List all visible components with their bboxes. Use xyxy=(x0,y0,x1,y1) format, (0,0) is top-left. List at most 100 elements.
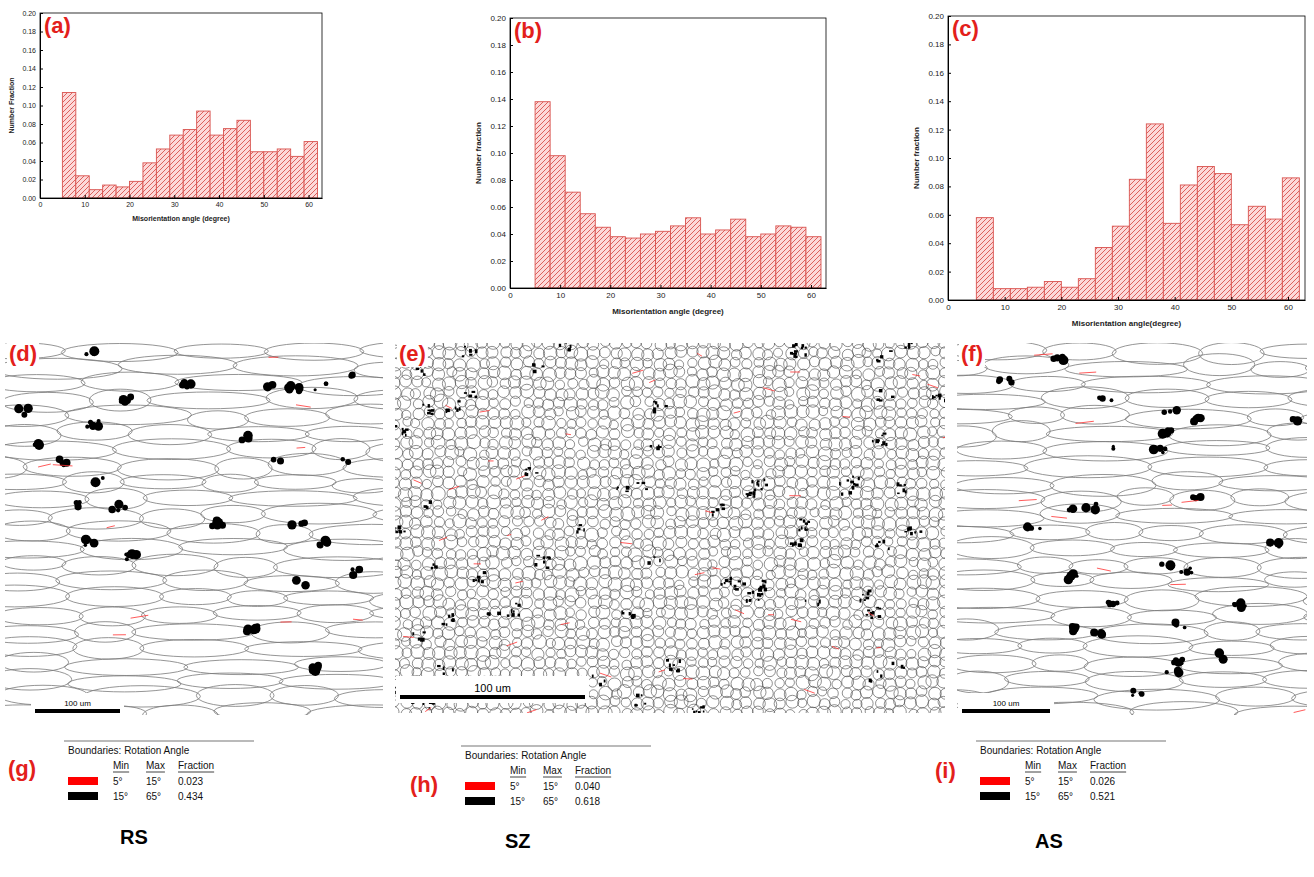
grain-boundary xyxy=(395,506,401,520)
tick-label: 20 xyxy=(1057,303,1066,312)
tick-label: 60 xyxy=(807,291,816,300)
tick: 0.16 xyxy=(490,68,513,77)
grain-boundary xyxy=(431,435,445,449)
grain-boundary xyxy=(167,523,260,543)
tick-label: 0.04 xyxy=(22,158,36,165)
tick: 0.12 xyxy=(928,126,951,135)
grain-boundary xyxy=(667,506,676,515)
grain-boundary xyxy=(885,507,895,517)
precipitate xyxy=(324,381,329,386)
grain-boundary xyxy=(655,378,665,388)
grain-boundary xyxy=(895,497,908,510)
grain-boundary xyxy=(373,506,383,524)
grain-boundary xyxy=(698,437,708,447)
grain-boundary xyxy=(640,598,654,612)
grain-boundary xyxy=(872,488,884,500)
grain-boundary xyxy=(651,408,664,421)
grain-boundary xyxy=(633,408,645,420)
grain-boundary xyxy=(400,609,410,619)
grain-boundary xyxy=(642,428,654,440)
grain-boundary xyxy=(653,398,665,410)
grain-boundary xyxy=(478,506,489,517)
histogram-bar xyxy=(1248,206,1265,300)
grain-boundary xyxy=(641,343,652,349)
tick-label: 0 xyxy=(946,303,951,312)
grain-boundary xyxy=(433,628,443,638)
tick-mark xyxy=(948,243,951,244)
grain-boundary xyxy=(718,598,728,608)
grain-boundary xyxy=(718,455,731,468)
histogram-bar xyxy=(761,234,776,288)
grain-boundary xyxy=(609,377,620,388)
grain-boundary xyxy=(395,616,400,629)
grain-boundary xyxy=(326,404,383,424)
grain-boundary xyxy=(838,608,850,620)
grain-boundary xyxy=(610,556,621,567)
histogram-bar xyxy=(156,149,169,198)
precipitate xyxy=(119,395,128,404)
grain-boundary xyxy=(896,599,906,609)
grain-boundary xyxy=(807,343,817,347)
grain-boundary xyxy=(467,435,481,449)
grain-boundary xyxy=(586,356,599,369)
precipitate xyxy=(90,539,99,548)
histogram-bar xyxy=(291,156,304,198)
tick-label: 0.18 xyxy=(928,40,944,49)
grain-boundary xyxy=(444,419,454,429)
grain-boundary xyxy=(511,586,522,597)
grain-boundary xyxy=(68,676,181,692)
scale-bar xyxy=(35,709,120,713)
histogram-bar xyxy=(1129,179,1146,300)
tick-mark xyxy=(510,126,513,127)
grain-boundary xyxy=(908,388,919,399)
grain-boundary xyxy=(697,467,710,480)
grain-boundary xyxy=(817,607,826,616)
grain-boundary xyxy=(575,597,586,608)
precipitate xyxy=(292,576,301,585)
grain-boundary xyxy=(808,557,821,570)
low-angle-boundary xyxy=(297,447,306,449)
grain-boundary xyxy=(842,343,853,347)
grain-boundary xyxy=(743,618,753,628)
grain-boundary xyxy=(939,497,945,509)
grain-boundary xyxy=(730,357,740,367)
grain-boundary xyxy=(753,395,765,407)
grain-boundary xyxy=(662,605,675,618)
grain-boundary xyxy=(706,507,719,520)
grain-boundary xyxy=(895,437,907,449)
tick-label: 0.10 xyxy=(22,102,36,109)
tick: 20 xyxy=(126,195,134,208)
grain-boundary xyxy=(807,536,818,547)
grain-boundary xyxy=(244,576,339,592)
tick: 60 xyxy=(807,285,816,300)
grain-boundary xyxy=(621,599,632,610)
grain-boundary xyxy=(398,628,412,642)
grain-boundary xyxy=(489,398,498,407)
grain-boundary xyxy=(752,407,762,417)
tick-mark xyxy=(40,87,43,88)
precipitate xyxy=(89,422,97,430)
grain-boundary xyxy=(509,437,521,449)
grain-boundary xyxy=(918,370,928,380)
histogram-bar xyxy=(686,218,701,288)
grain-boundary xyxy=(797,387,810,400)
grain-boundary xyxy=(442,377,455,390)
grain-boundary xyxy=(687,346,698,357)
grain-boundary xyxy=(565,588,579,602)
grain-boundary xyxy=(722,438,733,449)
grain-boundary xyxy=(807,570,817,580)
grain-boundary xyxy=(631,519,641,529)
grain-boundary xyxy=(685,618,696,629)
grain-boundary xyxy=(783,465,796,478)
tick: 60 xyxy=(1284,297,1293,312)
grain-boundary xyxy=(522,446,532,456)
grain-boundary xyxy=(689,577,699,587)
grain-boundary xyxy=(752,437,764,449)
grain-boundary xyxy=(23,457,121,476)
bars xyxy=(976,124,1299,300)
tick: 0.12 xyxy=(490,122,513,131)
grain-boundary xyxy=(587,475,601,489)
grain-boundary xyxy=(721,467,731,477)
grain-boundary xyxy=(752,427,763,438)
tick-label: 30 xyxy=(171,201,179,208)
